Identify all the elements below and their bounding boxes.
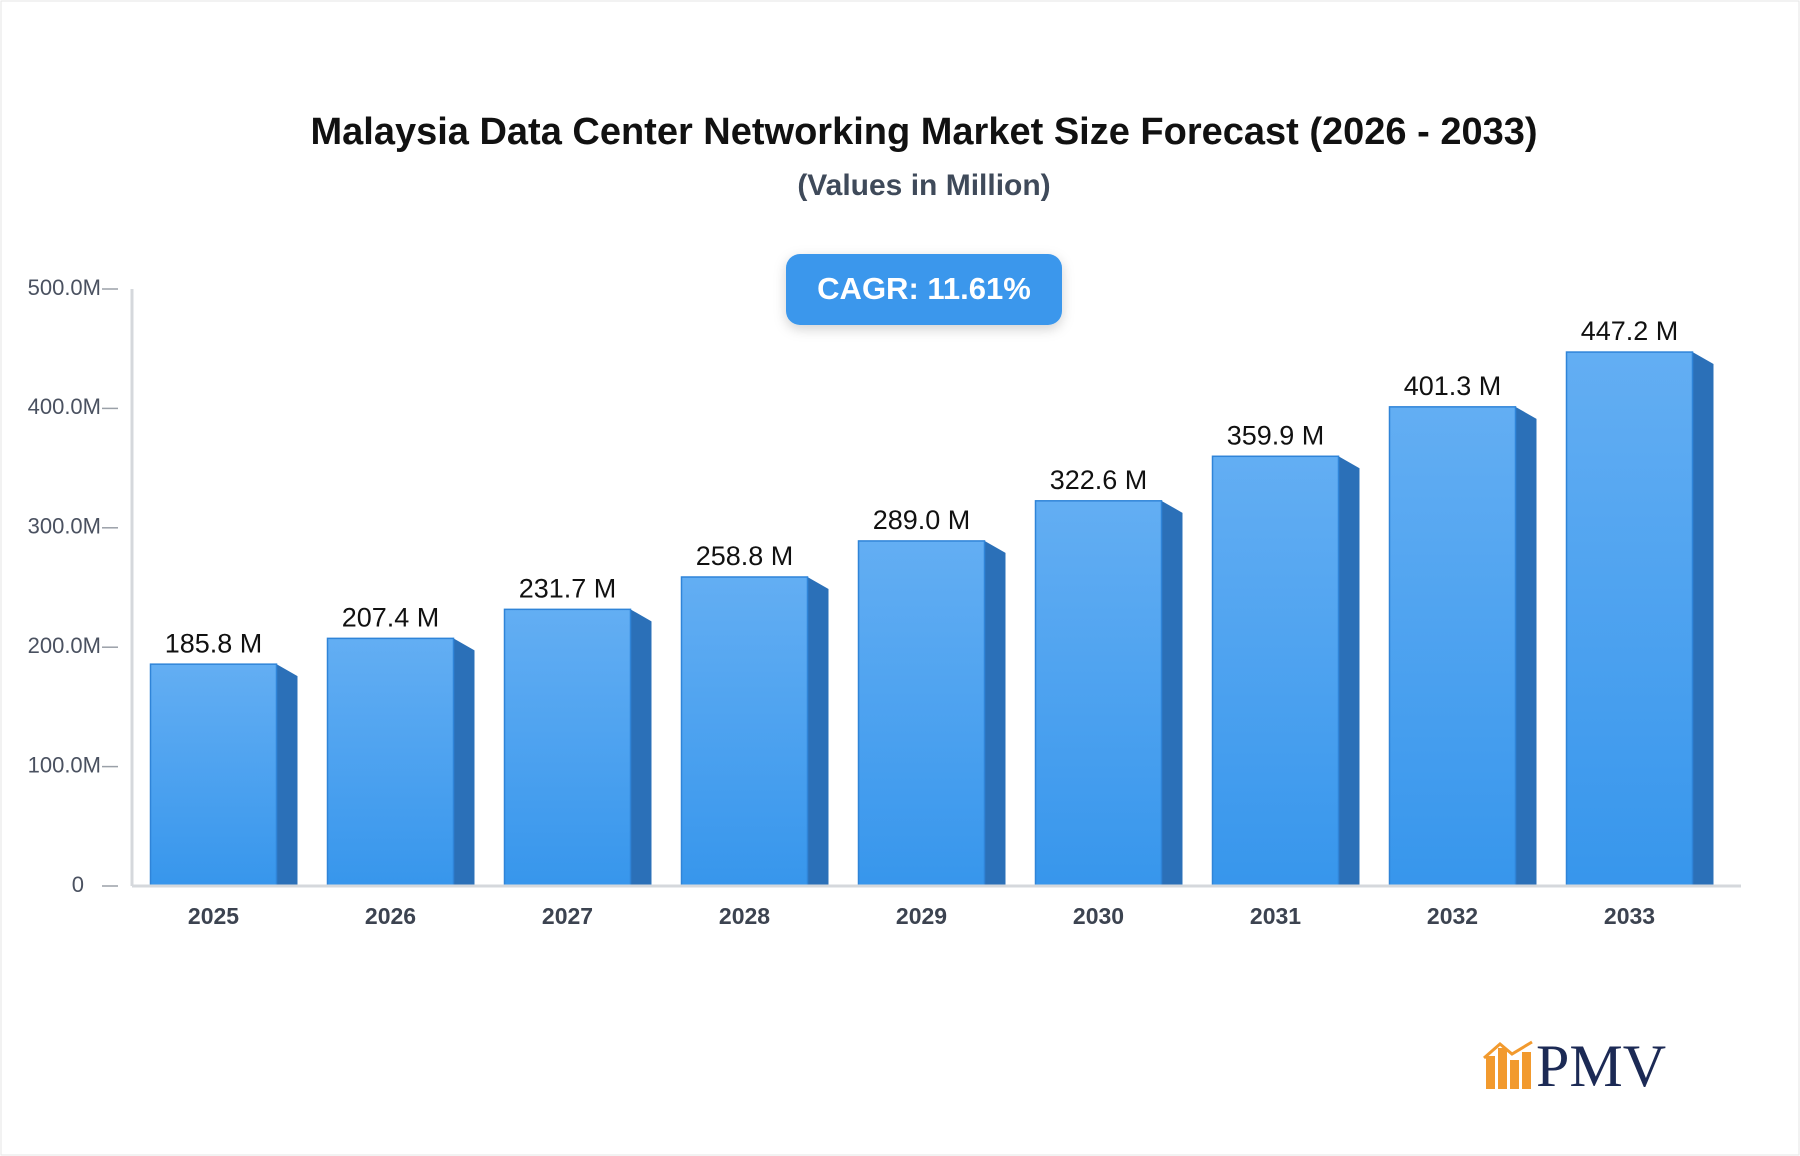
- bar-side: [984, 540, 1006, 886]
- bar-side: [1161, 500, 1183, 886]
- bar: [1034, 500, 1163, 887]
- y-tick-label: 200.0M: [28, 633, 101, 658]
- value-label: 401.3 M: [1404, 371, 1502, 401]
- value-label: 231.7 M: [519, 573, 617, 603]
- bar-side: [1692, 352, 1714, 886]
- x-tick-label: 2033: [1604, 903, 1655, 929]
- x-tick-label: 2029: [896, 903, 947, 929]
- y-tick-label: 300.0M: [28, 514, 101, 539]
- y-tick-label: 500.0M: [28, 275, 101, 300]
- cagr-text: CAGR: 11.61%: [817, 271, 1031, 306]
- bar: [857, 540, 986, 887]
- y-tick-label: 100.0M: [28, 752, 101, 777]
- chart-subtitle: (Values in Million): [797, 169, 1050, 202]
- bar: [680, 576, 809, 887]
- x-tick-label: 2028: [719, 903, 770, 929]
- x-tick-label: 2032: [1427, 903, 1478, 929]
- bar: [149, 663, 278, 887]
- bar: [326, 637, 455, 887]
- x-tick-label: 2025: [188, 903, 239, 929]
- x-tick-label: 2027: [542, 903, 593, 929]
- value-label: 322.6 M: [1050, 465, 1148, 495]
- bar: [1565, 351, 1694, 887]
- value-label: 359.9 M: [1227, 420, 1325, 450]
- bar-side: [1515, 406, 1537, 886]
- logo-icon: [1483, 1040, 1533, 1060]
- logo-icon: [1486, 1056, 1495, 1089]
- bar: [503, 608, 632, 887]
- x-tick-label: 2030: [1073, 903, 1124, 929]
- x-tick-label: 2026: [365, 903, 416, 929]
- logo: PMV: [1483, 1033, 1666, 1099]
- value-label: 289.0 M: [873, 505, 971, 535]
- value-label: 447.2 M: [1581, 316, 1679, 346]
- y-tick-label: 400.0M: [28, 394, 101, 419]
- value-label: 258.8 M: [696, 541, 794, 571]
- logo-icon: [1510, 1060, 1519, 1089]
- chart-title: Malaysia Data Center Networking Market S…: [310, 111, 1537, 153]
- logo-icon: [1498, 1048, 1507, 1089]
- value-label: 185.8 M: [165, 628, 263, 658]
- bar-side: [276, 664, 298, 886]
- bar: [1388, 406, 1517, 887]
- y-tick-label: 0: [72, 872, 84, 897]
- cagr-badge: [786, 254, 1062, 325]
- x-tick-label: 2031: [1250, 903, 1301, 929]
- logo-text: PMV: [1536, 1033, 1666, 1099]
- bar-side: [1338, 456, 1360, 886]
- bar-side: [630, 609, 652, 886]
- bar-side: [807, 576, 829, 886]
- bar: [1211, 455, 1340, 887]
- bar-side: [453, 638, 475, 886]
- logo-icon: [1522, 1052, 1531, 1089]
- value-label: 207.4 M: [342, 602, 440, 632]
